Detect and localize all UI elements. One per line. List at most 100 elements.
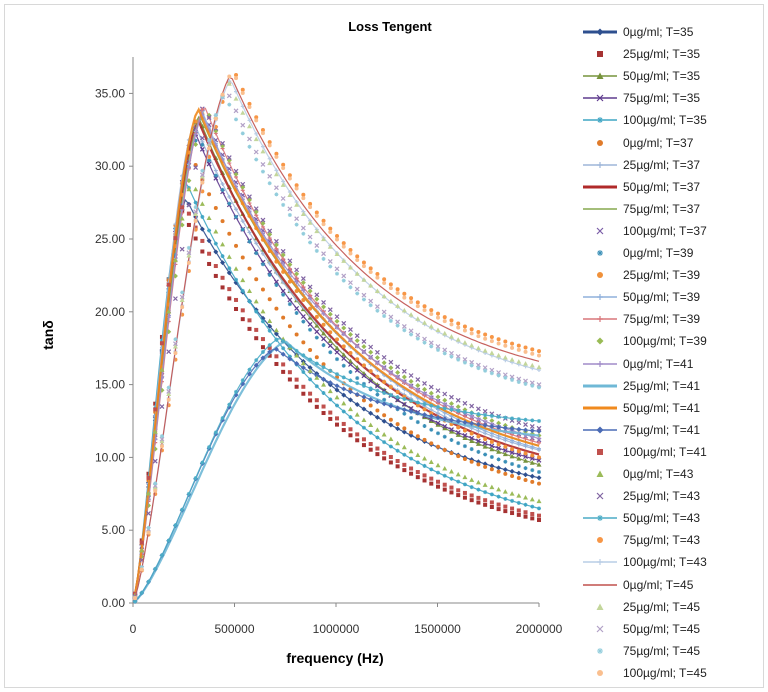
legend-swatch [583,28,617,36]
data-point [334,345,340,350]
data-point [308,347,313,352]
data-point [281,202,286,207]
data-point [455,404,461,410]
data-point [159,434,164,439]
data-point [193,165,199,171]
legend-label: 0µg/ml; T=37 [623,135,694,150]
data-point [254,358,259,363]
data-point [226,155,232,160]
data-point [368,344,374,350]
data-point [361,339,367,344]
data-point [267,173,273,179]
data-point [153,488,158,493]
data-point [462,444,467,449]
data-point [314,210,319,215]
data-point [287,370,292,375]
data-point [321,390,326,395]
data-point [348,427,353,432]
data-point [355,420,360,425]
data-point [537,440,541,445]
data-point [401,401,407,407]
data-point [193,225,198,230]
data-point [301,231,306,236]
data-point [395,287,400,292]
data-point [267,272,272,277]
data-point [401,444,407,450]
data-point [234,297,239,302]
data-point [496,370,502,375]
legend-item: 100µg/ml; T=41 [581,441,767,463]
data-point [314,398,319,403]
data-point [483,502,488,507]
data-point [254,251,259,256]
data-point [193,200,198,205]
data-point [469,359,475,365]
data-point [483,490,488,495]
data-point [287,356,293,362]
data-point [415,420,420,425]
data-point [422,478,427,483]
data-point [233,168,239,174]
data-point [294,289,299,294]
data-point [273,331,279,337]
data-point [442,391,448,397]
data-point [361,383,366,388]
legend-swatch [583,294,617,301]
data-point [374,288,380,293]
data-point [409,415,414,420]
data-point [328,350,333,355]
legend-label: 50µg/ml; T=41 [623,400,701,415]
data-point [274,151,279,156]
data-point [145,491,151,496]
data-point [510,416,515,421]
data-point [354,286,360,292]
data-point [347,358,353,364]
data-point [476,366,481,371]
data-point [374,414,380,420]
data-point [361,260,366,265]
data-point [273,346,279,352]
data-point [368,349,374,355]
data-point [436,484,441,489]
legend-item: 50µg/ml; T=39 [581,286,767,308]
data-point [516,449,521,454]
data-point [348,415,353,420]
data-point [247,318,252,323]
data-point [368,270,373,275]
legend-swatch [596,625,604,633]
y-tick-label: 10.00 [95,450,125,464]
data-point [368,430,373,435]
data-point [335,403,340,408]
data-point [226,254,232,259]
data-point [361,344,367,350]
data-point [483,336,488,341]
data-point [354,391,360,397]
data-point [381,293,387,299]
data-point [523,381,528,386]
data-point [381,401,387,407]
data-point [402,426,407,431]
data-point [388,403,394,409]
data-point [308,240,313,245]
legend-label: 50µg/ml; T=39 [623,290,701,305]
legend-label: 100µg/ml; T=37 [623,223,707,238]
data-point [159,438,165,444]
data-point [596,625,604,633]
data-point [449,451,454,456]
data-point [267,349,273,355]
data-point [300,280,306,286]
data-point [442,319,447,324]
data-point [381,354,387,360]
data-point [327,244,333,249]
data-point [267,228,273,234]
data-point [287,212,292,217]
data-point [280,196,286,201]
data-point [596,603,604,610]
data-point [388,436,394,441]
data-point [510,511,515,516]
data-point [348,327,353,333]
data-point [233,266,239,271]
legend-swatch [583,72,617,80]
data-point [415,336,420,341]
data-point [516,512,521,517]
